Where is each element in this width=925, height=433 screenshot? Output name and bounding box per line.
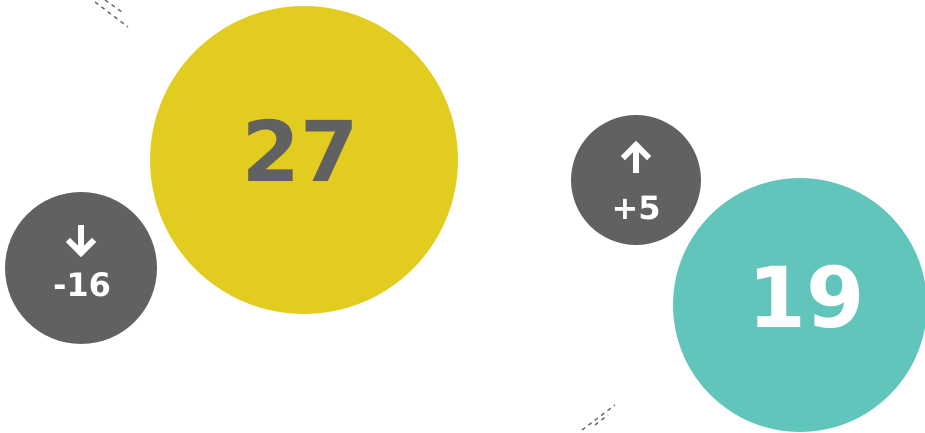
down-arrow — [65, 225, 97, 258]
change-circle — [571, 115, 701, 245]
decoration — [94, 0, 616, 431]
stat-card: 19 +5 — [571, 115, 925, 432]
value-text: 19 — [748, 249, 865, 347]
dashed-line — [581, 404, 616, 431]
value-circle — [673, 178, 925, 432]
dashed-line — [594, 414, 609, 426]
change-text: -16 — [53, 266, 111, 304]
change-circle — [5, 192, 157, 344]
up-arrow — [620, 140, 652, 173]
stat-card: 27 -16 — [5, 6, 458, 344]
value-circle — [150, 6, 458, 314]
value-text: 27 — [242, 103, 359, 201]
change-text: +5 — [611, 189, 660, 227]
dashed-line — [104, 0, 123, 13]
dashed-line — [94, 1, 129, 28]
